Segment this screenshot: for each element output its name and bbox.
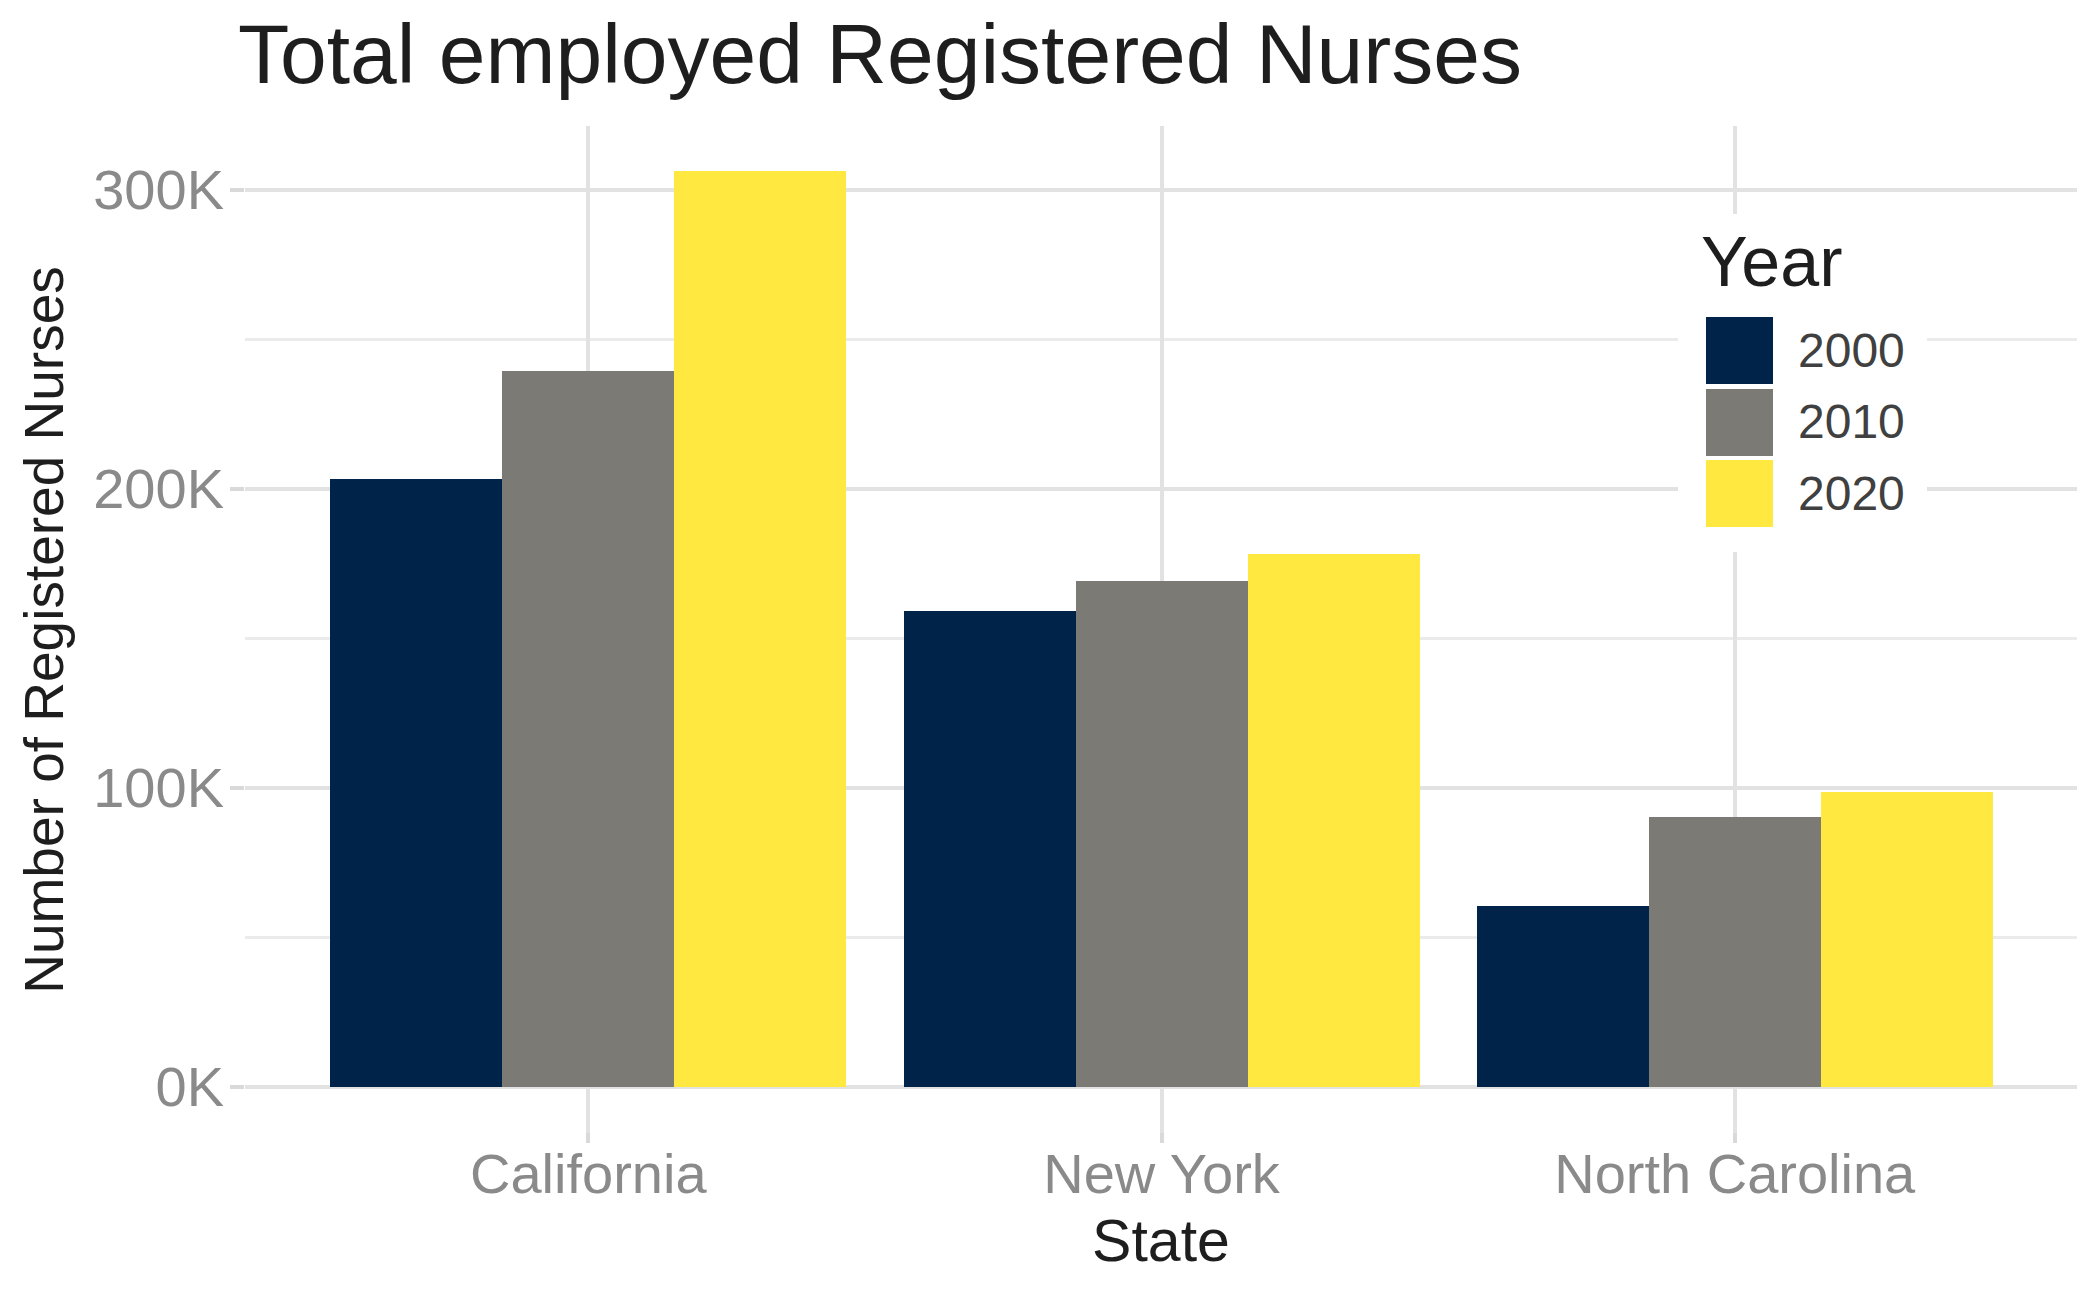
bar-new-york-2000 <box>904 611 1076 1087</box>
y-tick-label: 300K <box>44 162 224 218</box>
legend: Year 2000 2010 2020 <box>1678 214 1927 552</box>
legend-label: 2010 <box>1798 398 1905 446</box>
y-tick-label: 200K <box>44 461 224 517</box>
chart-title: Total employed Registered Nurses <box>238 12 1522 96</box>
legend-key-2020 <box>1706 460 1773 527</box>
y-tick-label: 100K <box>44 760 224 816</box>
bar-california-2020 <box>674 171 846 1087</box>
y-axis-tick <box>230 487 244 491</box>
legend-title: Year <box>1701 227 1842 297</box>
y-axis-title: Number of Registered Nurses <box>17 266 72 994</box>
bar-chart: Total employed Registered Nurses Number … <box>0 0 2100 1297</box>
legend-entry-2000: 2000 <box>1706 317 1906 384</box>
legend-key-2000 <box>1706 317 1773 384</box>
x-tick-label: North Carolina <box>1335 1146 2100 1202</box>
bar-north-carolina-2020 <box>1821 792 1993 1087</box>
bar-north-carolina-2010 <box>1649 817 1821 1087</box>
legend-key-2010 <box>1706 389 1773 456</box>
legend-label: 2000 <box>1798 327 1905 375</box>
bar-california-2000 <box>330 479 502 1087</box>
bar-california-2010 <box>502 371 674 1087</box>
legend-entry-2010: 2010 <box>1706 389 1906 456</box>
bar-new-york-2010 <box>1076 581 1248 1087</box>
y-axis-tick <box>230 786 244 790</box>
bar-north-carolina-2000 <box>1477 906 1649 1087</box>
y-axis-tick <box>230 188 244 192</box>
bar-new-york-2020 <box>1248 554 1420 1087</box>
y-tick-label: 0K <box>44 1059 224 1115</box>
legend-entry-2020: 2020 <box>1706 460 1906 527</box>
y-axis-tick <box>230 1085 244 1089</box>
x-axis-title: State <box>761 1212 1561 1271</box>
legend-label: 2020 <box>1798 470 1905 518</box>
